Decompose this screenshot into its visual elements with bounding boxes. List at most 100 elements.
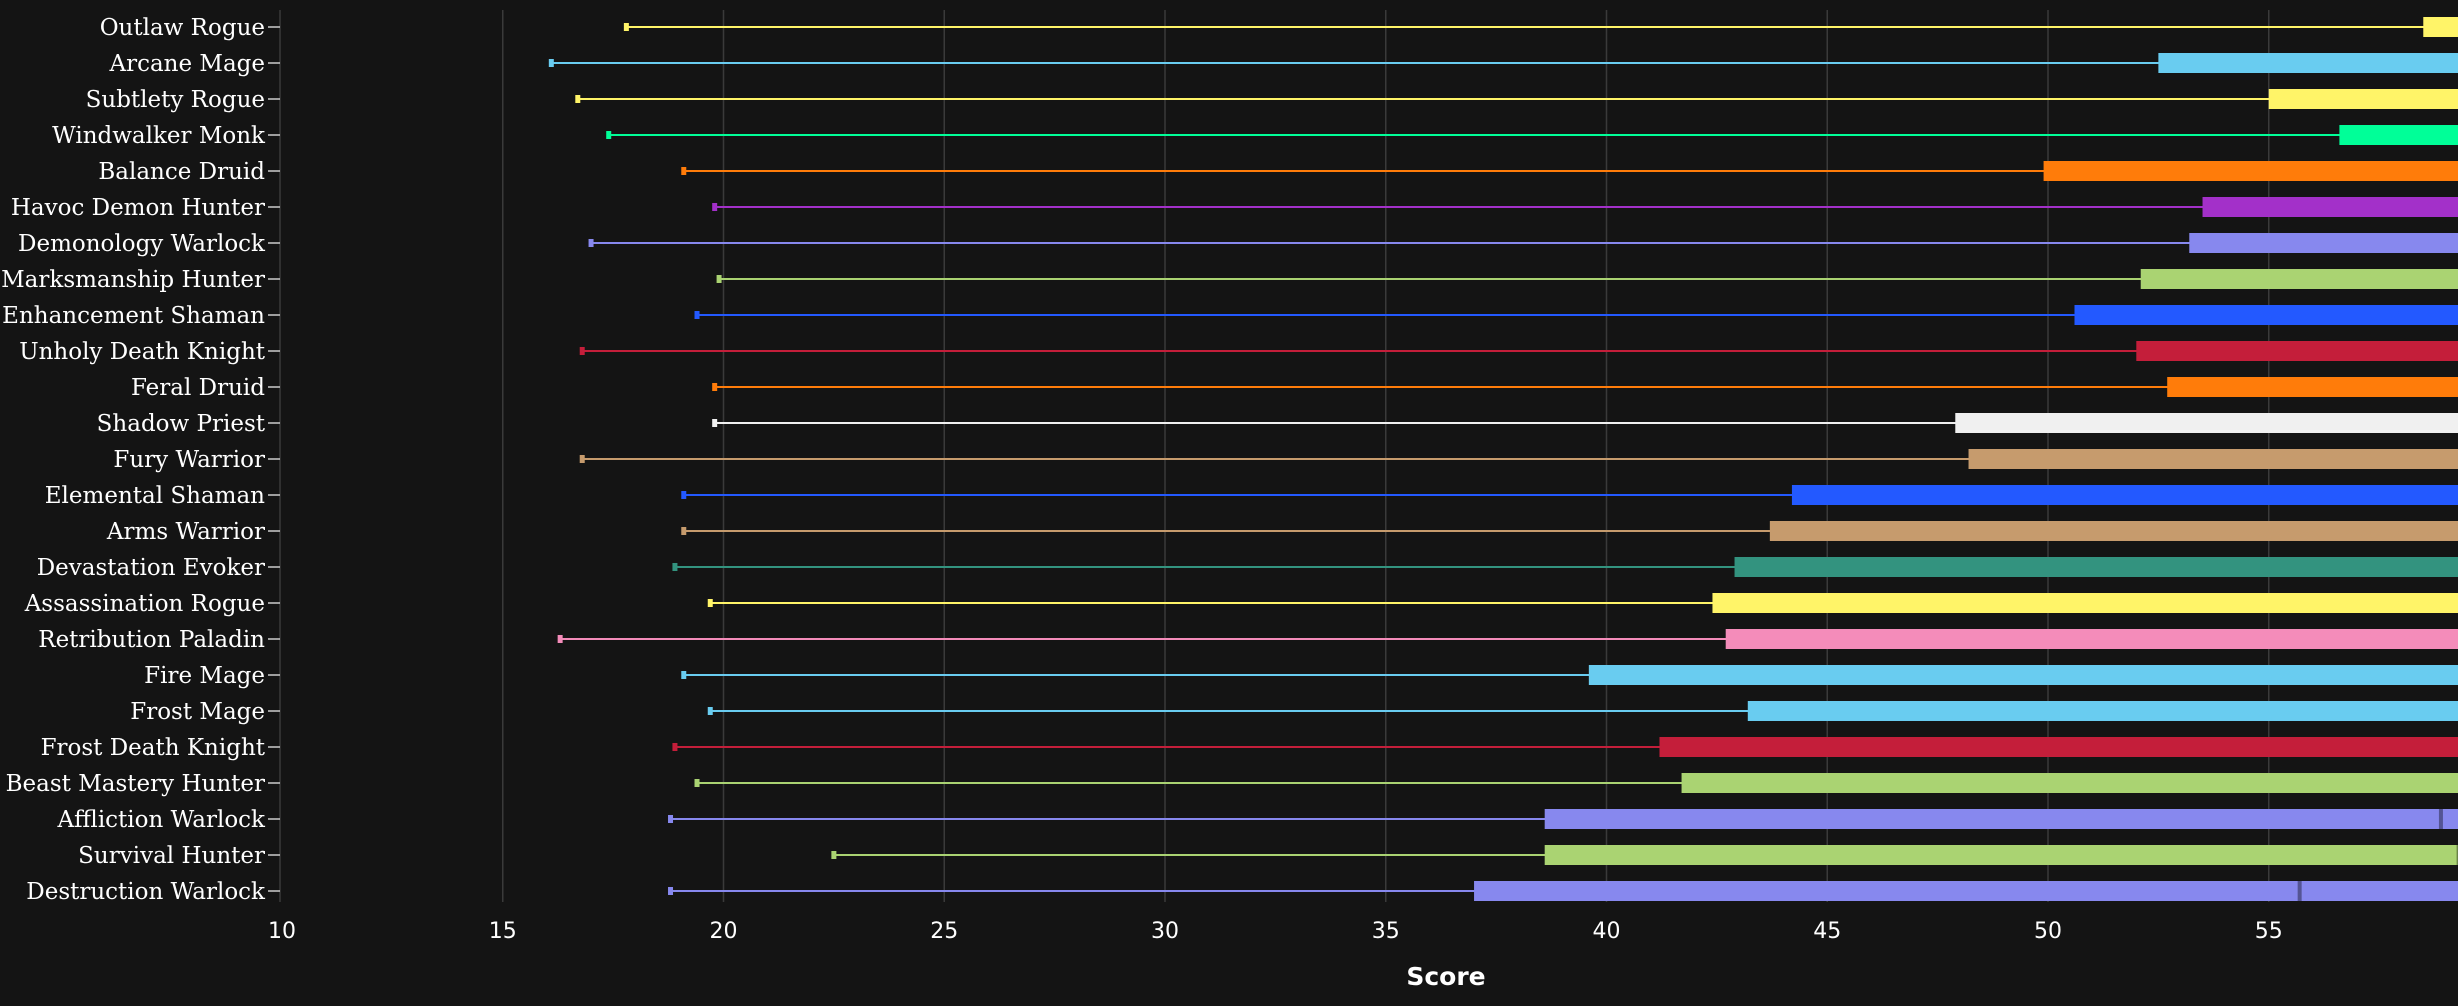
box-arcane-mage	[548, 53, 2458, 73]
iqr-box	[1955, 413, 2458, 433]
box-unholy-death-knight	[579, 341, 2458, 361]
whisker-cap-min	[681, 491, 687, 499]
x-tick-label-35: 35	[1372, 919, 1400, 944]
category-label: Arms Warrior	[106, 519, 265, 545]
x-tick-label-10: 10	[268, 919, 296, 944]
iqr-box	[1474, 881, 2458, 901]
box-subtlety-rogue	[575, 89, 2458, 109]
category-label: Havoc Demon Hunter	[11, 195, 265, 221]
category-label: Assassination Rogue	[24, 591, 265, 617]
x-tick-labels: 1015202530354045505560657075808590951001…	[268, 919, 2283, 944]
x-tick-label-45: 45	[1813, 919, 1841, 944]
whisker-cap-min	[712, 419, 718, 427]
whisker-cap-min	[575, 95, 581, 103]
iqr-box	[2136, 341, 2458, 361]
x-tick-label-30: 30	[1151, 919, 1179, 944]
box-arms-warrior	[681, 521, 2458, 541]
category-label: Outlaw Rogue	[100, 15, 265, 41]
whisker-cap-min	[579, 455, 585, 463]
category-label: Subtlety Rogue	[86, 87, 265, 113]
iqr-box	[2158, 53, 2458, 73]
iqr-box	[2339, 125, 2458, 145]
category-label: Enhancement Shaman	[2, 303, 265, 329]
x-tick-label-20: 20	[710, 919, 738, 944]
iqr-box	[2268, 89, 2458, 109]
iqr-box	[2043, 161, 2458, 181]
category-label: Affliction Warlock	[57, 807, 267, 833]
whisker-cap-min	[606, 131, 612, 139]
category-label: Marksmanship Hunter	[1, 267, 265, 293]
iqr-box	[1747, 701, 2458, 721]
category-label: Destruction Warlock	[26, 879, 266, 905]
whisker-cap-min	[707, 599, 713, 607]
whisker-cap-min	[668, 815, 674, 823]
x-tick-label-40: 40	[1593, 919, 1621, 944]
whisker-cap-min	[694, 779, 700, 787]
iqr-box	[2202, 197, 2458, 217]
category-label: Balance Druid	[98, 159, 265, 185]
box-assassination-rogue	[707, 593, 2458, 613]
box-demonology-warlock	[588, 233, 2458, 253]
whisker-cap-min	[668, 887, 674, 895]
x-tick-label-55: 55	[2255, 919, 2283, 944]
median-line	[2438, 809, 2443, 829]
category-label: Retribution Paladin	[38, 627, 265, 653]
iqr-box	[1544, 809, 2458, 829]
whisker-cap-min	[548, 59, 554, 67]
box-survival-hunter	[831, 845, 2458, 865]
box-affliction-warlock	[668, 809, 2458, 829]
category-label: Fury Warrior	[113, 447, 265, 473]
category-label: Frost Death Knight	[41, 735, 266, 761]
iqr-box	[2189, 233, 2458, 253]
iqr-box	[1681, 773, 2458, 793]
iqr-box	[2167, 377, 2458, 397]
whisker-cap-min	[716, 275, 722, 283]
box-frost-death-knight	[672, 737, 2458, 757]
box-destruction-warlock	[668, 881, 2458, 901]
box-devastation-evoker	[672, 557, 2458, 577]
whisker-cap-min	[681, 671, 687, 679]
iqr-box	[2074, 305, 2458, 325]
category-label: Windwalker Monk	[52, 123, 266, 149]
box-elemental-shaman	[681, 485, 2458, 505]
category-label: Arcane Mage	[108, 51, 265, 77]
iqr-box	[1544, 845, 2458, 865]
iqr-box	[1712, 593, 2458, 613]
category-label: Elemental Shaman	[45, 483, 265, 509]
iqr-box	[2140, 269, 2458, 289]
whisker-cap-min	[831, 851, 837, 859]
whisker-cap-min	[588, 239, 594, 247]
category-labels: Outlaw Rogue Arcane Mage Subtlety Rogue Win…	[1, 15, 280, 905]
category-label: Beast Mastery Hunter	[6, 771, 265, 797]
box-balance-druid	[681, 161, 2458, 181]
whisker-cap-min	[623, 23, 629, 31]
box-feral-druid	[712, 377, 2458, 397]
box-fire-mage	[681, 665, 2458, 685]
box-marksmanship-hunter	[716, 269, 2458, 289]
x-tick-label-15: 15	[489, 919, 517, 944]
box-enhancement-shaman	[694, 305, 2458, 325]
whisker-cap-min	[681, 167, 687, 175]
whisker-cap-min	[557, 635, 563, 643]
category-label: Fire Mage	[144, 663, 265, 689]
category-label: Frost Mage	[130, 699, 265, 725]
whisker-cap-min	[672, 743, 678, 751]
iqr-box	[1588, 665, 2458, 685]
iqr-box	[1791, 485, 2458, 505]
iqr-box	[1734, 557, 2458, 577]
whisker-cap-min	[707, 707, 713, 715]
category-label: Survival Hunter	[78, 843, 265, 869]
iqr-box	[1769, 521, 2458, 541]
category-label: Unholy Death Knight	[19, 339, 266, 365]
box-havoc-demon-hunter	[712, 197, 2458, 217]
iqr-box	[2423, 17, 2458, 37]
box-beast-mastery-hunter	[694, 773, 2458, 793]
whisker-cap-min	[681, 527, 687, 535]
x-tick-label-25: 25	[930, 919, 958, 944]
box-shadow-priest	[712, 413, 2458, 433]
whisker-cap-min	[712, 203, 718, 211]
box-windwalker-monk	[606, 125, 2458, 145]
x-tick-label-50: 50	[2034, 919, 2062, 944]
category-label: Demonology Warlock	[18, 231, 266, 257]
